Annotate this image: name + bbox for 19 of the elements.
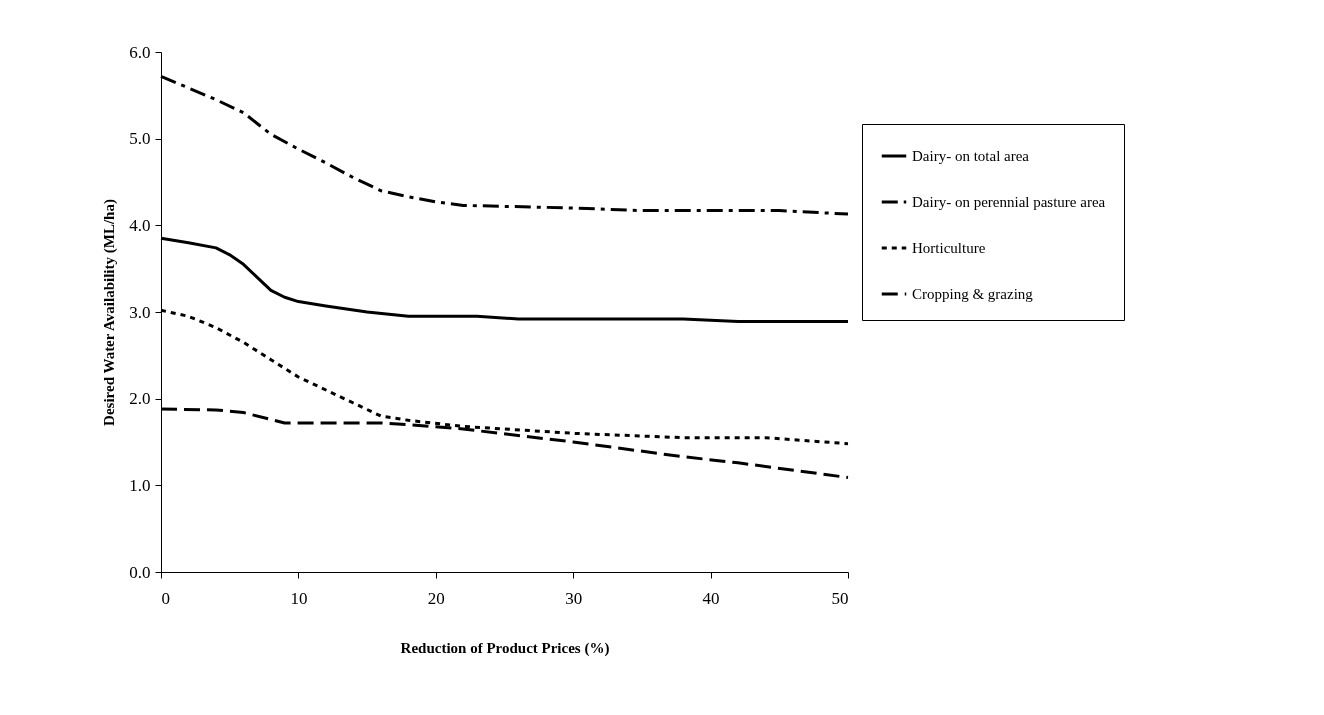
x-tick-label: 50	[831, 588, 849, 608]
y-tick-label: 0.0	[129, 562, 151, 582]
legend-label: Horticulture	[912, 240, 986, 256]
legend-label: Dairy- on perennial pasture area	[912, 194, 1106, 210]
x-tick-label: 10	[290, 588, 308, 608]
x-tick-label: 20	[427, 588, 445, 608]
x-tick-label: 0	[161, 588, 170, 608]
x-tick-label: 30	[565, 588, 583, 608]
legend-label: Dairy- on total area	[912, 148, 1030, 164]
y-tick-label: 6.0	[129, 42, 151, 62]
y-tick-label: 3.0	[129, 302, 151, 322]
x-axis-title: Reduction of Product Prices (%)	[400, 639, 610, 657]
x-tick-label: 40	[702, 588, 720, 608]
y-tick-label: 4.0	[129, 215, 151, 235]
y-tick-label: 5.0	[129, 129, 151, 149]
y-axis-title: Desired Water Availability (ML/ha)	[101, 199, 119, 426]
y-tick-label: 2.0	[129, 389, 151, 409]
legend-label: Cropping & grazing	[912, 286, 1034, 302]
y-tick-label: 1.0	[129, 475, 151, 495]
